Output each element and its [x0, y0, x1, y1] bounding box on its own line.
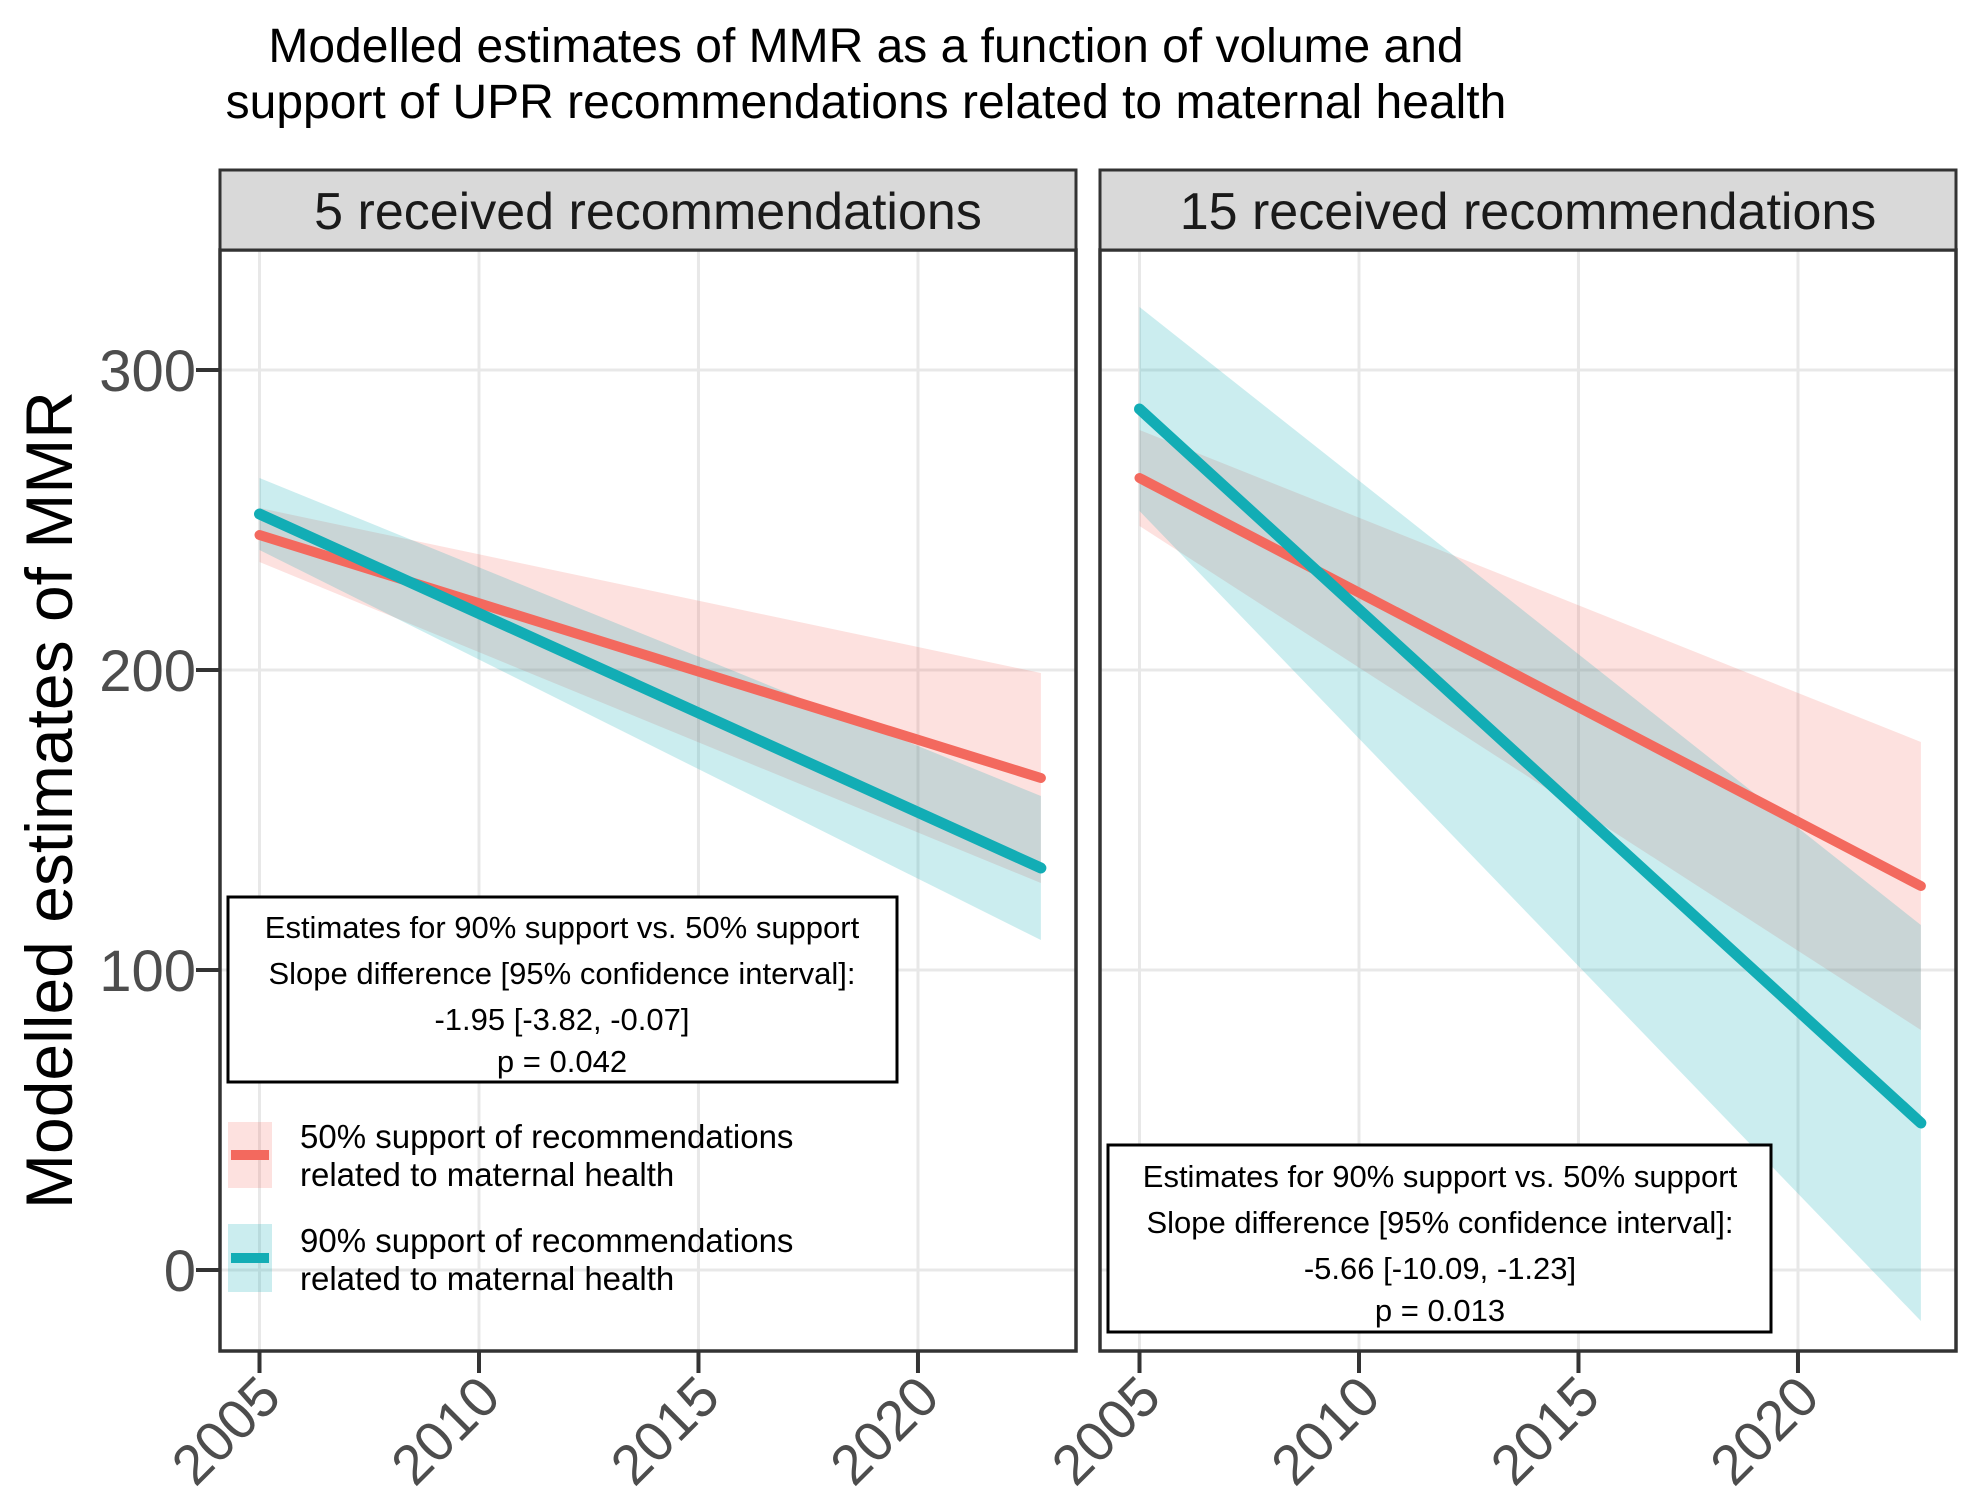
annotation-frame: [1106, 1143, 1773, 1334]
annotation-box-right: Estimates for 90% support vs. 50% suppor…: [1106, 1143, 1773, 1334]
y-axis-tick-label: 0: [164, 1239, 196, 1304]
facet-strip-label: 15 received recommendations: [1180, 183, 1877, 241]
confidence-band: [1139, 307, 1921, 1321]
annotation-box-left: Estimates for 90% support vs. 50% suppor…: [226, 895, 899, 1084]
y-axis-tick-label: 300: [99, 339, 196, 404]
annotation-line: p = 0.013: [1375, 1293, 1505, 1328]
annotation-frame: [226, 895, 899, 1084]
chart-title-line2: support of UPR recommendations related t…: [226, 76, 1507, 129]
trend-line: [1134, 473, 1926, 891]
facet-strip-label: 5 received recommendations: [314, 183, 982, 241]
trend-line: [254, 508, 1047, 874]
y-axis-tick-label: 100: [99, 939, 196, 1004]
annotation-line: -1.95 [-3.82, -0.07]: [434, 1002, 689, 1037]
annotation-line: Estimates for 90% support vs. 50% suppor…: [1143, 1159, 1738, 1194]
annotation-line: Slope difference [95% confidence interva…: [268, 956, 855, 991]
annotation-line: Estimates for 90% support vs. 50% suppor…: [265, 910, 860, 945]
annotation-line: Slope difference [95% confidence interva…: [1146, 1205, 1733, 1240]
trend-line: [1134, 403, 1927, 1129]
legend-label-line2: related to maternal health: [300, 1156, 674, 1193]
legend-label-line1: 90% support of recommendations: [300, 1222, 793, 1259]
legend-label-line1: 50% support of recommendations: [300, 1118, 793, 1155]
facet-strip-right: 15 received recommendations: [1098, 168, 1958, 252]
facet-strip-rect: [1098, 168, 1958, 252]
annotation-line: -5.66 [-10.09, -1.23]: [1304, 1251, 1576, 1286]
panel-5-received: [196, 248, 1078, 1373]
legend-item-90-support: 90% support of recommendations related t…: [228, 1222, 793, 1297]
legend: 50% support of recommendations related t…: [228, 1118, 793, 1297]
legend-label-line2: related to maternal health: [300, 1260, 674, 1297]
legend-item-50-support: 50% support of recommendations related t…: [228, 1118, 793, 1193]
facet-strip-left: 5 received recommendations: [218, 168, 1078, 252]
y-axis-title: Modelled estimates of MMR: [12, 391, 86, 1209]
y-axis-tick-label: 200: [99, 639, 196, 704]
chart-title-line1: Modelled estimates of MMR as a function …: [268, 20, 1463, 73]
facet-strip-rect: [218, 168, 1078, 252]
annotation-line: p = 0.042: [497, 1044, 627, 1079]
